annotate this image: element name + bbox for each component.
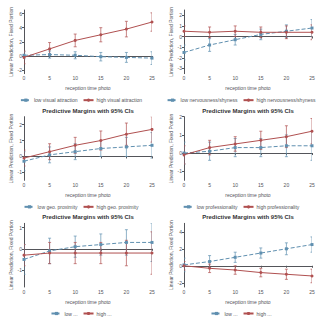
- svg-text:25: 25: [149, 182, 155, 188]
- svg-text:15: 15: [98, 75, 104, 81]
- svg-text:20: 20: [124, 289, 130, 295]
- svg-text:Predictive Margins with 95% CI: Predictive Margins with 95% CIs: [202, 108, 294, 114]
- svg-text:5: 5: [48, 75, 51, 81]
- svg-text:25: 25: [309, 182, 315, 188]
- svg-text:0: 0: [183, 75, 186, 81]
- svg-text:low professionality: low professionality: [197, 204, 238, 210]
- svg-text:20: 20: [284, 75, 290, 81]
- svg-text:2: 2: [179, 12, 182, 18]
- svg-text:5: 5: [208, 289, 211, 295]
- svg-text:2: 2: [19, 39, 22, 45]
- svg-text:20: 20: [284, 289, 290, 295]
- svg-text:4: 4: [19, 25, 22, 31]
- svg-text:Predictive Margins with 95% CI: Predictive Margins with 95% CIs: [42, 108, 134, 114]
- svg-text:reception time photo: reception time photo: [65, 85, 111, 91]
- svg-text:20: 20: [284, 182, 290, 188]
- svg-text:1: 1: [179, 132, 182, 138]
- svg-text:-1: -1: [18, 169, 23, 175]
- svg-text:-1: -1: [178, 168, 183, 174]
- svg-text:2: 2: [179, 246, 182, 252]
- svg-text:10: 10: [72, 289, 78, 295]
- svg-text:15: 15: [98, 289, 104, 295]
- svg-text:15: 15: [98, 182, 104, 188]
- svg-text:Linear Prediction, Fixed Porti: Linear Prediction, Fixed Portion: [8, 113, 14, 183]
- svg-text:high geo. proximity: high geo. proximity: [97, 204, 139, 210]
- svg-text:25: 25: [149, 75, 155, 81]
- svg-text:Linear Prediction, Fixed Porti: Linear Prediction, Fixed Portion: [168, 113, 174, 183]
- svg-text:5: 5: [48, 289, 51, 295]
- svg-text:Predictive Margins with 95% CI: Predictive Margins with 95% CIs: [202, 214, 294, 220]
- svg-text:Linear Prediction, Fixed Porti: Linear Prediction, Fixed Portion: [168, 220, 174, 290]
- svg-text:0: 0: [23, 182, 26, 188]
- svg-text:15: 15: [258, 289, 264, 295]
- svg-text:0: 0: [179, 263, 182, 269]
- svg-text:reception time photo: reception time photo: [65, 299, 111, 305]
- svg-text:low ...: low ...: [64, 311, 77, 317]
- svg-text:0: 0: [19, 53, 22, 59]
- svg-text:-2: -2: [18, 67, 23, 73]
- svg-text:0: 0: [23, 75, 26, 81]
- svg-text:1: 1: [19, 138, 22, 144]
- svg-text:0: 0: [23, 289, 26, 295]
- svg-text:reception time photo: reception time photo: [65, 192, 111, 198]
- svg-text:25: 25: [149, 289, 155, 295]
- svg-text:reception time photo: reception time photo: [225, 299, 271, 305]
- svg-text:5: 5: [208, 75, 211, 81]
- svg-text:0: 0: [19, 246, 22, 252]
- svg-text:0: 0: [179, 34, 182, 40]
- svg-text:0: 0: [19, 153, 22, 159]
- svg-text:low ...: low ...: [224, 311, 237, 317]
- svg-text:high ...: high ...: [257, 311, 272, 317]
- svg-text:2: 2: [179, 114, 182, 120]
- svg-text:Linear Prediction, Fixed Porti: Linear Prediction, Fixed Portion: [8, 7, 14, 77]
- svg-text:-3: -3: [178, 65, 183, 71]
- svg-text:0: 0: [183, 289, 186, 295]
- svg-text:high professionality: high professionality: [257, 204, 300, 210]
- svg-text:reception time photo: reception time photo: [225, 192, 271, 198]
- svg-text:10: 10: [232, 75, 238, 81]
- svg-text:4: 4: [179, 229, 182, 235]
- svg-text:2: 2: [19, 122, 22, 128]
- svg-text:5: 5: [208, 182, 211, 188]
- svg-text:high visual attraction: high visual attraction: [97, 97, 143, 103]
- svg-text:1: 1: [19, 225, 22, 231]
- svg-text:10: 10: [72, 75, 78, 81]
- svg-text:-2: -2: [178, 55, 183, 61]
- svg-text:10: 10: [232, 289, 238, 295]
- svg-text:10: 10: [232, 182, 238, 188]
- svg-text:0: 0: [183, 182, 186, 188]
- svg-text:high ...: high ...: [97, 311, 112, 317]
- svg-text:5: 5: [48, 182, 51, 188]
- svg-text:low visual attraction: low visual attraction: [34, 97, 78, 103]
- svg-text:0: 0: [179, 150, 182, 156]
- svg-text:Linear Prediction, Fixed Porti: Linear Prediction, Fixed Portion: [168, 7, 174, 77]
- svg-text:15: 15: [258, 75, 264, 81]
- svg-text:low nervousness/shyness: low nervousness/shyness: [181, 97, 238, 103]
- svg-text:high nervousness/shyness: high nervousness/shyness: [257, 97, 316, 103]
- svg-text:10: 10: [72, 182, 78, 188]
- svg-text:reception time photo: reception time photo: [225, 85, 271, 91]
- svg-text:Predictive Margins with 95% CI: Predictive Margins with 95% CIs: [42, 214, 134, 220]
- svg-text:low geo. proximity: low geo. proximity: [38, 204, 79, 210]
- svg-text:20: 20: [124, 75, 130, 81]
- svg-text:-1: -1: [18, 267, 23, 273]
- svg-text:25: 25: [309, 289, 315, 295]
- svg-text:-2: -2: [178, 280, 183, 286]
- svg-text:6: 6: [19, 11, 22, 17]
- svg-text:15: 15: [258, 182, 264, 188]
- svg-text:-1: -1: [178, 44, 183, 50]
- svg-text:20: 20: [124, 182, 130, 188]
- svg-text:1: 1: [179, 23, 182, 29]
- svg-text:25: 25: [309, 75, 315, 81]
- svg-text:Linear Prediction, Fixed Porti: Linear Prediction, Fixed Portion: [8, 220, 14, 290]
